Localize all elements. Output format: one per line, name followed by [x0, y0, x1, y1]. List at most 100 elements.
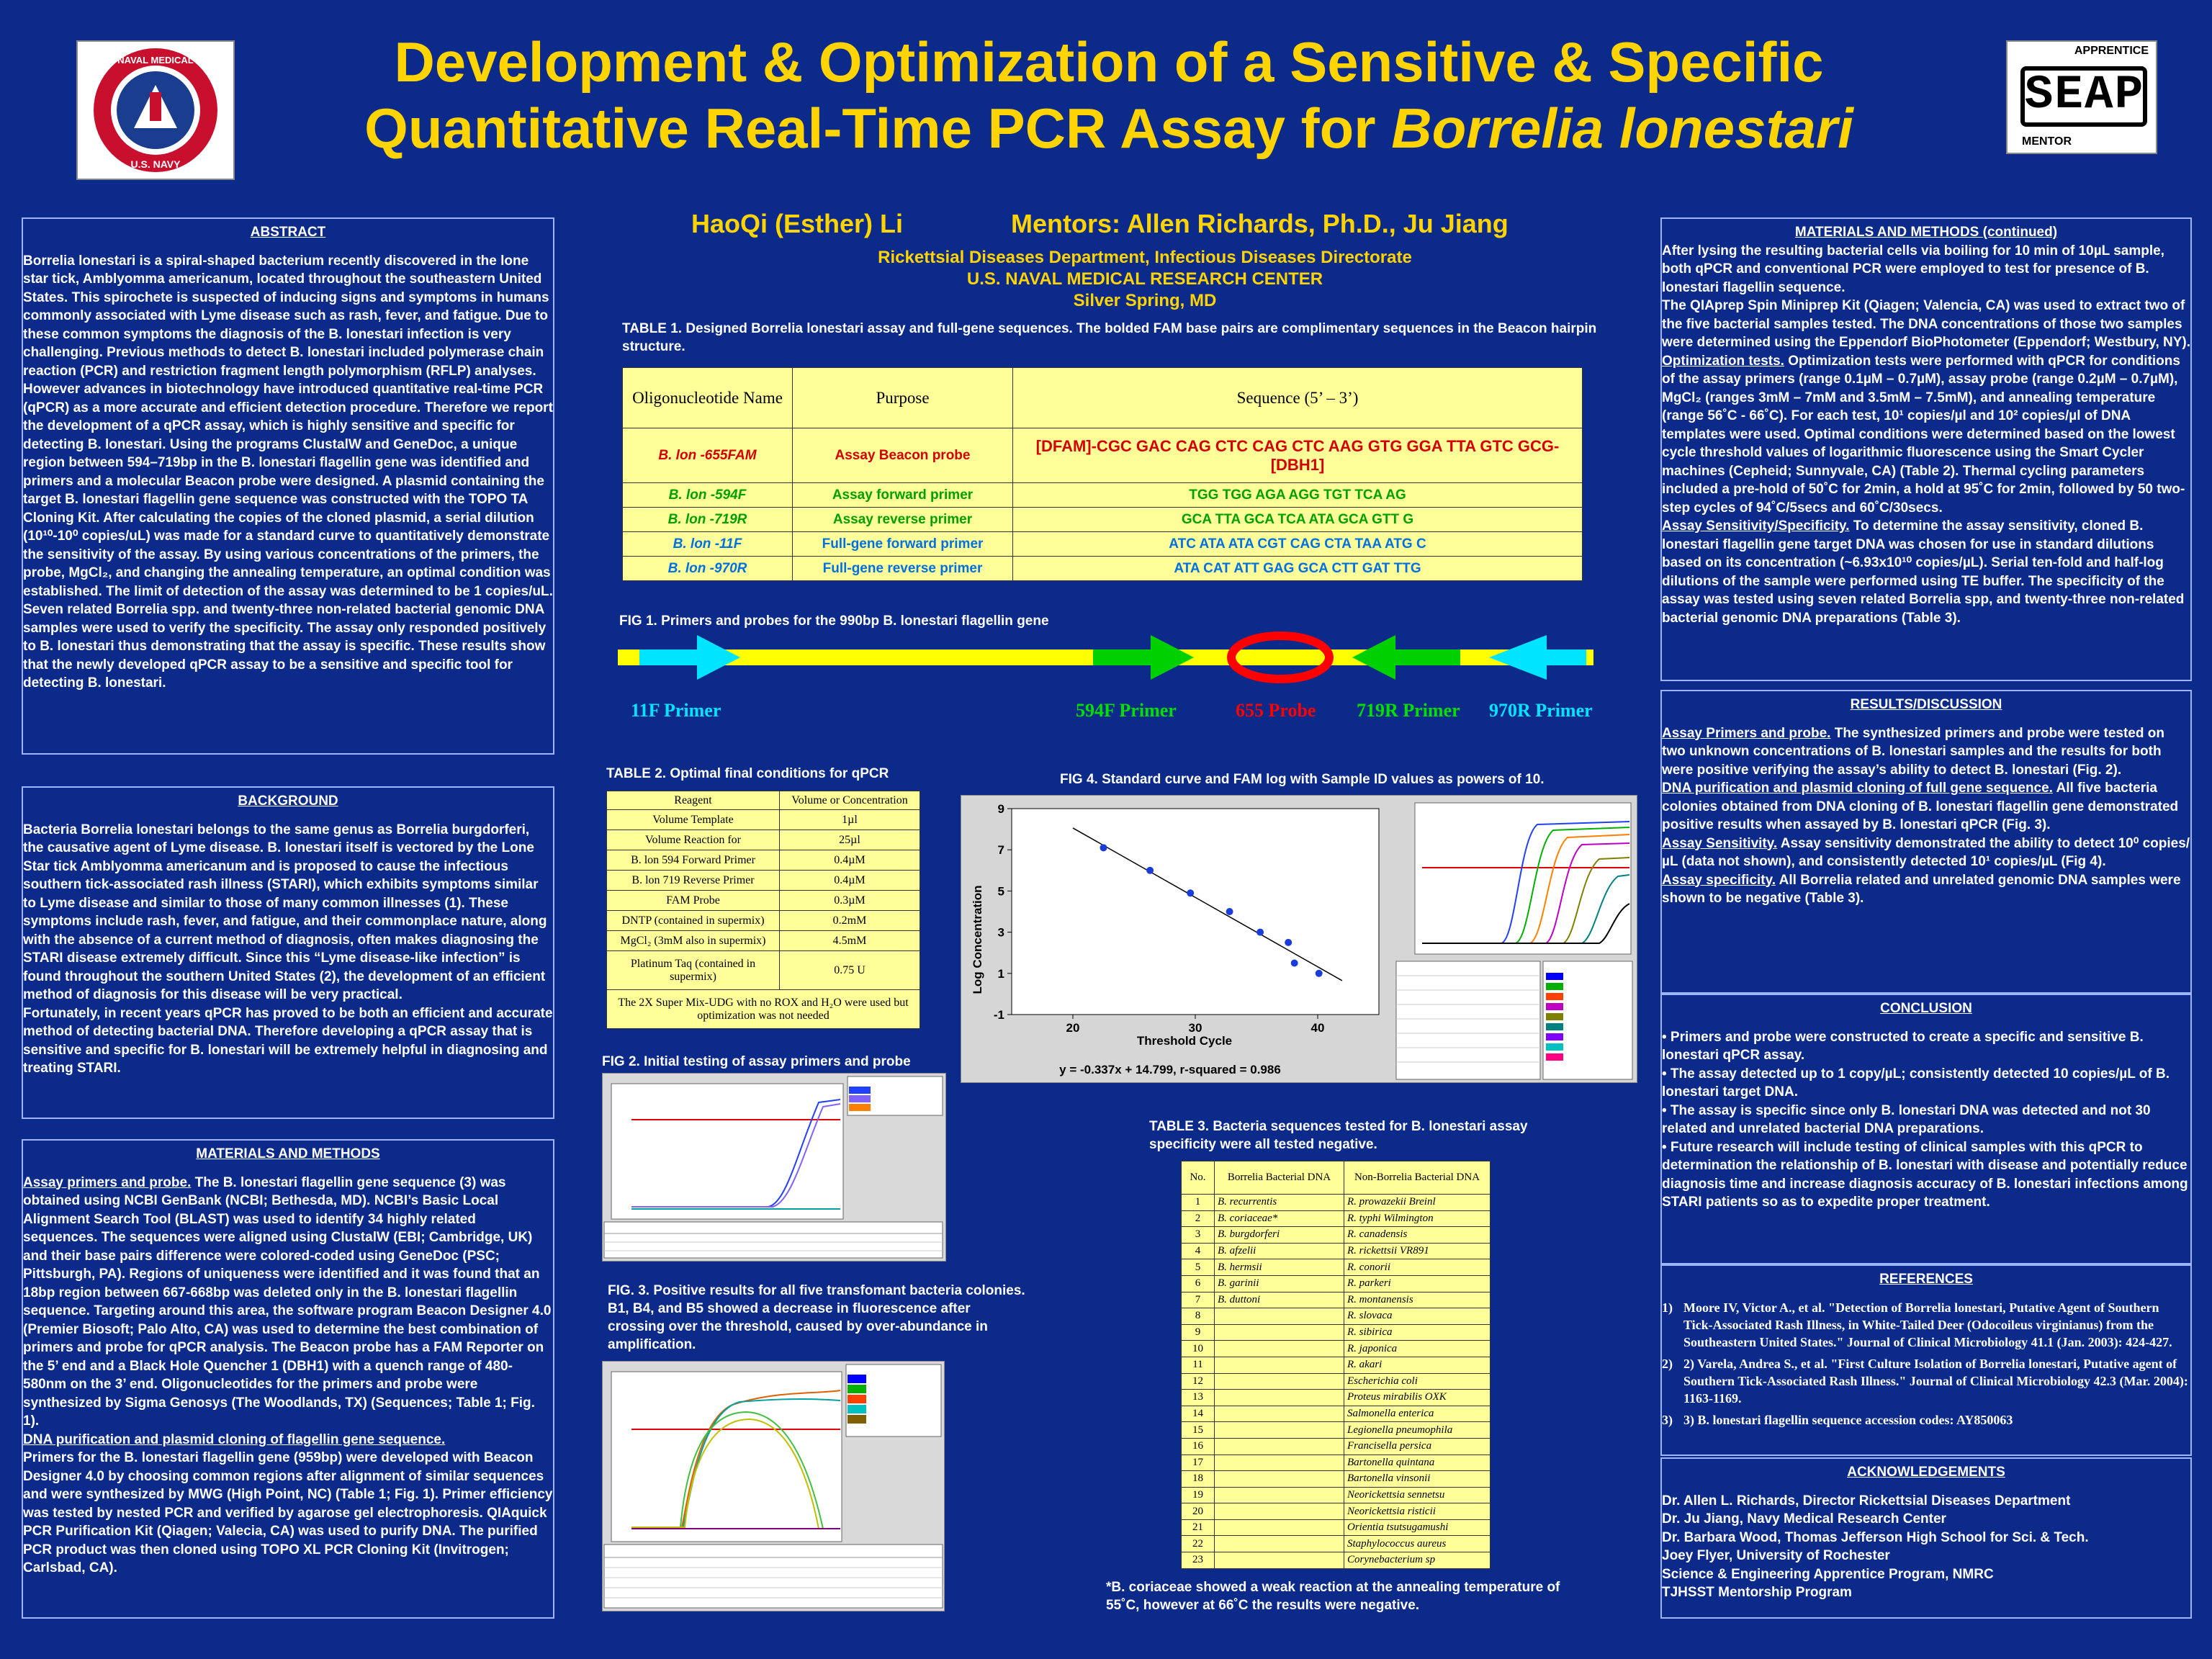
table-cell: 17: [1181, 1454, 1215, 1472]
table-cell: 1: [1181, 1194, 1215, 1211]
table-cell: [1214, 1421, 1344, 1439]
table-cell: 4: [1181, 1242, 1215, 1260]
fig4-data-point: [1187, 889, 1195, 897]
table-cell: B. duttoni: [1214, 1291, 1344, 1309]
poster-title: Development & Optimization of a Sensitiv…: [364, 30, 1853, 160]
table1-header-sequence: Sequence (5’ – 3’): [1012, 367, 1583, 428]
fig1-label-594f: 594F Primer: [1076, 700, 1177, 721]
methods-cont-text-3: Optimization tests were performed with q…: [1662, 353, 2185, 516]
table-cell: [1214, 1323, 1344, 1341]
fig4-ytick-label: 9: [998, 802, 1004, 816]
background-text-2: Fortunately, in recent years qPCR has pr…: [23, 1005, 553, 1076]
table-cell: B. garinii: [1214, 1274, 1344, 1292]
methods-panel: MATERIALS AND METHODS Assay primers and …: [22, 1139, 554, 1619]
methods-cont-sub-optimization: Optimization tests.: [1662, 353, 1784, 369]
table-cell: Proteus mirabilis OXK: [1344, 1389, 1491, 1406]
table-row: 18 Bartonella vinsonii: [1181, 1470, 1491, 1488]
fig2-amplification-plot: [602, 1073, 946, 1262]
table-row: 5 B. hermsii R. conorii: [1181, 1259, 1491, 1276]
background-text: Bacteria Borrelia lonestari belongs to t…: [23, 822, 547, 1003]
fig4-data-point: [1285, 938, 1292, 946]
table-cell: R. parkeri: [1344, 1274, 1491, 1292]
table-cell: 14: [1181, 1405, 1215, 1423]
table-row: Platinum Taq (contained in supermix) 0.75…: [606, 950, 920, 990]
fig2-caption: FIG 2. Initial testing of assay primers …: [602, 1054, 911, 1069]
background-heading: BACKGROUND: [238, 793, 338, 809]
table-row: DNTP (contained in supermix) 0.2mM: [606, 910, 920, 931]
table-row: 2 B. coriaceae* R. typhi Wilmington: [1181, 1210, 1491, 1228]
svg-text:U.S. NAVY: U.S. NAVY: [131, 158, 181, 170]
fig4-xtick-label: 40: [1311, 1021, 1325, 1035]
list-item: TJHSST Mentorship Program: [1662, 1585, 1852, 1600]
author: HaoQi (Esther) Li: [691, 209, 904, 238]
table-cell: 12: [1181, 1372, 1215, 1390]
methods-text-2: Primers for the B. lonestari flagellin g…: [23, 1450, 553, 1575]
table-cell: [1214, 1454, 1344, 1472]
table-row: 22 Staphylococcus aureus: [1181, 1535, 1491, 1553]
methods-heading: MATERIALS AND METHODS: [196, 1146, 380, 1161]
table-row: B. lon -655FAM Assay Beacon probe [DFAM]-C…: [622, 428, 1583, 483]
svg-text:NAVAL MEDICAL: NAVAL MEDICAL: [117, 55, 194, 66]
table-row: 12 Escherichia coli: [1181, 1372, 1491, 1390]
table-cell: 13: [1181, 1389, 1215, 1406]
fig4-trendline: [1072, 827, 1343, 981]
methods-cont-heading: MATERIALS AND METHODS (continued): [1794, 225, 2058, 240]
abstract-panel: ABSTRACT Borrelia lonestari is a spiral-…: [22, 217, 554, 755]
affiliation: Rickettsial Diseases Department, Infecti…: [878, 248, 1412, 310]
fig1-label-719r: 719R Primer: [1357, 700, 1460, 721]
fig4-plot-area: [1011, 808, 1380, 1015]
fig4-data-point: [1100, 844, 1107, 852]
fig4-ytick-label: 5: [998, 884, 1004, 898]
table-cell: [1214, 1308, 1344, 1325]
conclusion-panel: CONCLUSION • Primers and probe were cons…: [1660, 994, 2192, 1264]
references-heading: REFERENCES: [1879, 1272, 1973, 1287]
fig4-ytick-label: 3: [998, 926, 1004, 940]
table-cell: Francisella persica: [1344, 1437, 1491, 1455]
methods-cont-text-1: After lysing the resulting bacterial cel…: [1662, 243, 2164, 295]
fig1-gene-map: [618, 631, 1593, 683]
nmrc-logo: NAVAL MEDICAL U.S. NAVY: [76, 40, 235, 180]
fig4-xlabel: Threshold Cycle: [1137, 1034, 1232, 1048]
table1-header-purpose: Purpose: [792, 367, 1013, 428]
table-cell: 7: [1181, 1291, 1215, 1309]
fig4-equation: y = -0.337x + 14.799, r-squared = 0.986: [1059, 1063, 1281, 1076]
fig4-ylabel: Log Concentration: [971, 885, 984, 994]
fig1-label-655: 655 Probe: [1236, 700, 1316, 721]
table-row: 19 Neorickettsia sennetsu: [1181, 1486, 1491, 1504]
fig4-data-point: [1315, 969, 1323, 977]
table-cell: Neorickettsia risticii: [1344, 1503, 1491, 1520]
table-cell: 21: [1181, 1519, 1215, 1537]
table-cell: B. coriaceae*: [1214, 1210, 1344, 1228]
table-cell: 2: [1181, 1210, 1215, 1228]
table-row: FAM Probe 0.3µM: [606, 890, 920, 911]
table-cell: 6: [1181, 1274, 1215, 1292]
table-row: 17 Bartonella quintana: [1181, 1454, 1491, 1472]
table-cell: Corynebacterium sp: [1344, 1552, 1491, 1569]
table-cell: Orientia tsutsugamushi: [1344, 1519, 1491, 1537]
table-cell: [1214, 1552, 1344, 1569]
results-panel: RESULTS/DISCUSSION Assay Primers and pro…: [1660, 690, 2192, 994]
table-row: 16 Francisella persica: [1181, 1437, 1491, 1455]
table-row: 8 R. slovaca: [1181, 1308, 1491, 1325]
methods-cont-text-4: To determine the assay sensitivity, clon…: [1662, 518, 2185, 626]
list-item: 1) Moore IV, Victor A., et al. "Detection…: [1662, 1300, 2172, 1349]
table-row: 15 Legionella pneumophila: [1181, 1421, 1491, 1439]
table-cell: 8: [1181, 1308, 1215, 1325]
table1-header-name: Oligonucleotide Name: [622, 367, 793, 428]
list-item: • Primers and probe were constructed to …: [1662, 1029, 2144, 1064]
table-cell: Legionella pneumophila: [1344, 1421, 1491, 1439]
table-row: 1 B. recurrentis R. prowazekii Breinl: [1181, 1194, 1491, 1211]
list-item: • Future research will include testing o…: [1662, 1139, 2188, 1210]
table-cell: 3: [1181, 1226, 1215, 1244]
table-cell: [1214, 1535, 1344, 1553]
table-row: 10 R. japonica: [1181, 1340, 1491, 1357]
list-item: • The assay detected up to 1 copy/µL; co…: [1662, 1066, 2170, 1100]
table-cell: R. japonica: [1344, 1340, 1491, 1357]
table-row: 7 B. duttoni R. montanensis: [1181, 1291, 1491, 1309]
table-cell: [1214, 1356, 1344, 1374]
table-row: 23 Corynebacterium sp: [1181, 1552, 1491, 1569]
table-row: Volume Reaction for 25µl: [606, 830, 920, 850]
list-item: Dr. Ju Jiang, Navy Medical Research Cent…: [1662, 1511, 1946, 1527]
table-cell: [1214, 1470, 1344, 1488]
table2-footer: The 2X Super Mix-UDG with no ROX and H₂O…: [606, 989, 920, 1029]
